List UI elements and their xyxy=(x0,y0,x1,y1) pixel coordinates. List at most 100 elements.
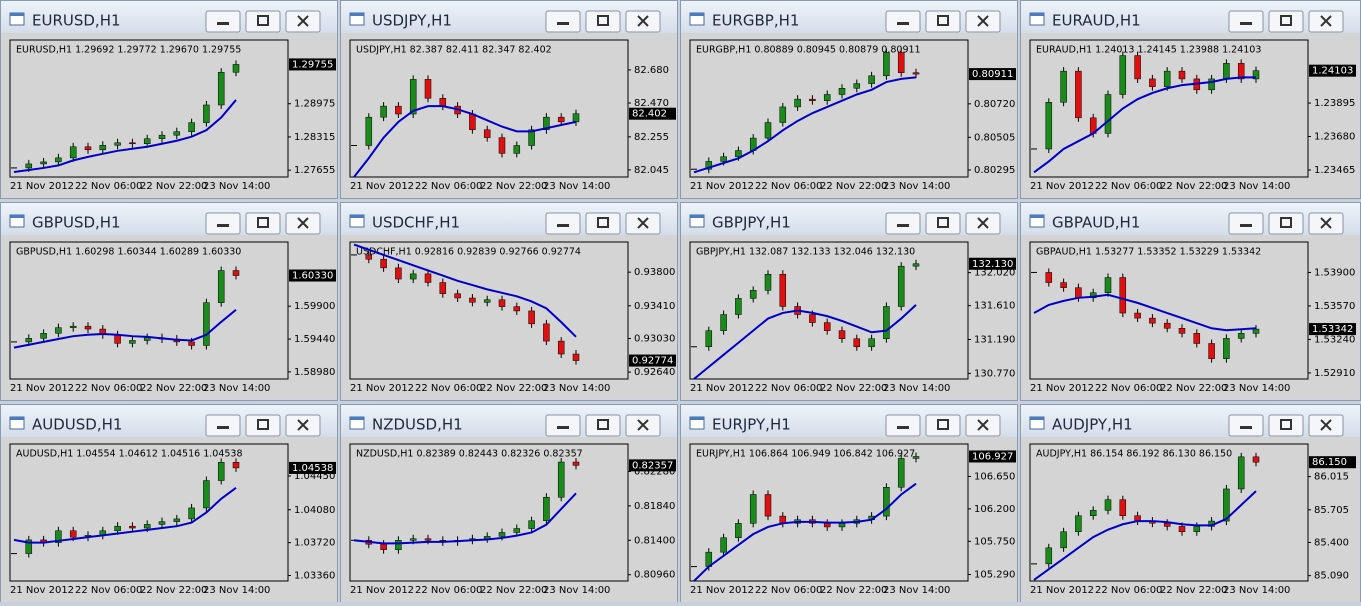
candle xyxy=(395,536,402,554)
candle xyxy=(424,75,432,103)
chart-window: NZDUSD,H1 0.80960 0.81400 0.81840 0.82280 21 … xyxy=(340,404,678,603)
y-tick-label: 106.650 xyxy=(974,471,1015,482)
candle xyxy=(232,60,240,77)
maximize-button[interactable] xyxy=(1268,414,1304,437)
close-button[interactable] xyxy=(1308,10,1344,33)
close-button[interactable] xyxy=(965,212,1001,235)
candle-body xyxy=(173,518,181,522)
close-button[interactable] xyxy=(625,212,661,235)
minimize-button[interactable] xyxy=(885,212,921,235)
candle-body xyxy=(203,480,210,509)
minimize-button[interactable] xyxy=(885,414,921,437)
window-icon xyxy=(1029,214,1045,228)
candle xyxy=(764,118,772,143)
candle-body xyxy=(1134,55,1141,80)
minimize-button[interactable] xyxy=(205,212,241,235)
candle xyxy=(1208,74,1215,94)
candle xyxy=(823,90,831,105)
candle xyxy=(1119,51,1127,99)
candle-body xyxy=(572,353,580,361)
candle-body xyxy=(439,98,447,107)
close-button[interactable] xyxy=(1308,212,1344,235)
y-tick-label: 105.290 xyxy=(974,570,1015,581)
candle xyxy=(779,102,787,127)
candle xyxy=(1252,452,1260,467)
close-button[interactable] xyxy=(625,10,661,33)
candle-body xyxy=(1060,70,1067,103)
candle xyxy=(469,294,476,307)
candle-body xyxy=(705,161,713,170)
maximize-button[interactable] xyxy=(245,212,281,235)
maximize-button[interactable] xyxy=(925,414,961,437)
candle-body xyxy=(513,528,521,533)
y-tick-label: 1.53570 xyxy=(1314,301,1355,312)
info-line: AUDUSD,H1 1.04554 1.04612 1.04516 1.0453… xyxy=(16,449,243,460)
maximize-button[interactable] xyxy=(585,212,621,235)
window-title: GBPAUD,H1 xyxy=(1052,214,1140,232)
maximize-button[interactable] xyxy=(925,10,961,33)
chart-window: AUDUSD,H1 1.03360 1.03720 1.04080 1.04450 21 … xyxy=(0,404,338,603)
x-tick-label: 21 Nov 2012 xyxy=(1030,585,1094,596)
y-tick-label: 1.04080 xyxy=(294,505,335,516)
candle xyxy=(1223,334,1230,363)
close-button[interactable] xyxy=(965,414,1001,437)
minimize-button[interactable] xyxy=(205,10,241,33)
candle xyxy=(1178,67,1186,83)
y-tick-label: 1.04450 xyxy=(294,471,335,482)
maximize-button[interactable] xyxy=(585,414,621,437)
info-line: GBPAUD,H1 1.53277 1.53352 1.53229 1.5334… xyxy=(1036,247,1261,258)
chart-window: AUDJPY,H1 86.015 85.705 85.400 85.090 21 Nov … xyxy=(1020,404,1361,603)
candle-body xyxy=(365,116,373,146)
maximize-button[interactable] xyxy=(1268,10,1304,33)
candle-body xyxy=(1119,277,1127,314)
close-button[interactable] xyxy=(285,10,321,33)
close-button[interactable] xyxy=(625,414,661,437)
candle-body xyxy=(779,106,787,123)
window-icon xyxy=(689,416,705,430)
y-tick-label: 131.610 xyxy=(974,301,1015,312)
y-tick-label: 132.020 xyxy=(974,268,1015,279)
candle xyxy=(1178,324,1186,338)
y-tick-label: 1.52910 xyxy=(1314,368,1355,379)
minimize-button[interactable] xyxy=(545,10,581,33)
info-line: GBPJPY,H1 132.087 132.133 132.046 132.13… xyxy=(696,247,915,258)
moving-average xyxy=(13,487,237,544)
glyph xyxy=(297,217,309,229)
minimize-button[interactable] xyxy=(545,414,581,437)
minimize-button[interactable] xyxy=(885,10,921,33)
close-button[interactable] xyxy=(285,414,321,437)
candle-body xyxy=(1163,70,1171,87)
candle xyxy=(749,286,757,303)
title-bar xyxy=(341,203,677,235)
glyph xyxy=(1320,419,1332,431)
icon-top xyxy=(10,13,24,16)
candle xyxy=(232,266,240,280)
minimize-button[interactable] xyxy=(545,212,581,235)
glyph xyxy=(597,419,609,430)
window-title: AUDJPY,H1 xyxy=(1052,416,1133,434)
y-tick-label: 0.80295 xyxy=(974,165,1015,176)
close-button[interactable] xyxy=(1308,414,1344,437)
minimize-button[interactable] xyxy=(1228,10,1264,33)
button-face xyxy=(925,212,961,235)
glyph xyxy=(897,224,909,227)
candle xyxy=(1237,329,1245,343)
candle xyxy=(1119,495,1127,520)
minimize-button[interactable] xyxy=(1228,414,1264,437)
maximize-button[interactable] xyxy=(245,414,281,437)
maximize-button[interactable] xyxy=(1268,212,1304,235)
candle-body xyxy=(1252,328,1260,334)
maximize-button[interactable] xyxy=(585,10,621,33)
maximize-button[interactable] xyxy=(245,10,281,33)
close-button[interactable] xyxy=(285,212,321,235)
minimize-button[interactable] xyxy=(205,414,241,437)
candle-body xyxy=(557,340,565,355)
close-button[interactable] xyxy=(965,10,1001,33)
x-tick-label: 21 Nov 2012 xyxy=(10,181,74,192)
minimize-button[interactable] xyxy=(1228,212,1264,235)
candle-body xyxy=(528,520,535,529)
candle-body xyxy=(114,334,121,344)
maximize-button[interactable] xyxy=(925,212,961,235)
candle xyxy=(1134,309,1141,323)
window-title: EURGBP,H1 xyxy=(712,12,799,30)
